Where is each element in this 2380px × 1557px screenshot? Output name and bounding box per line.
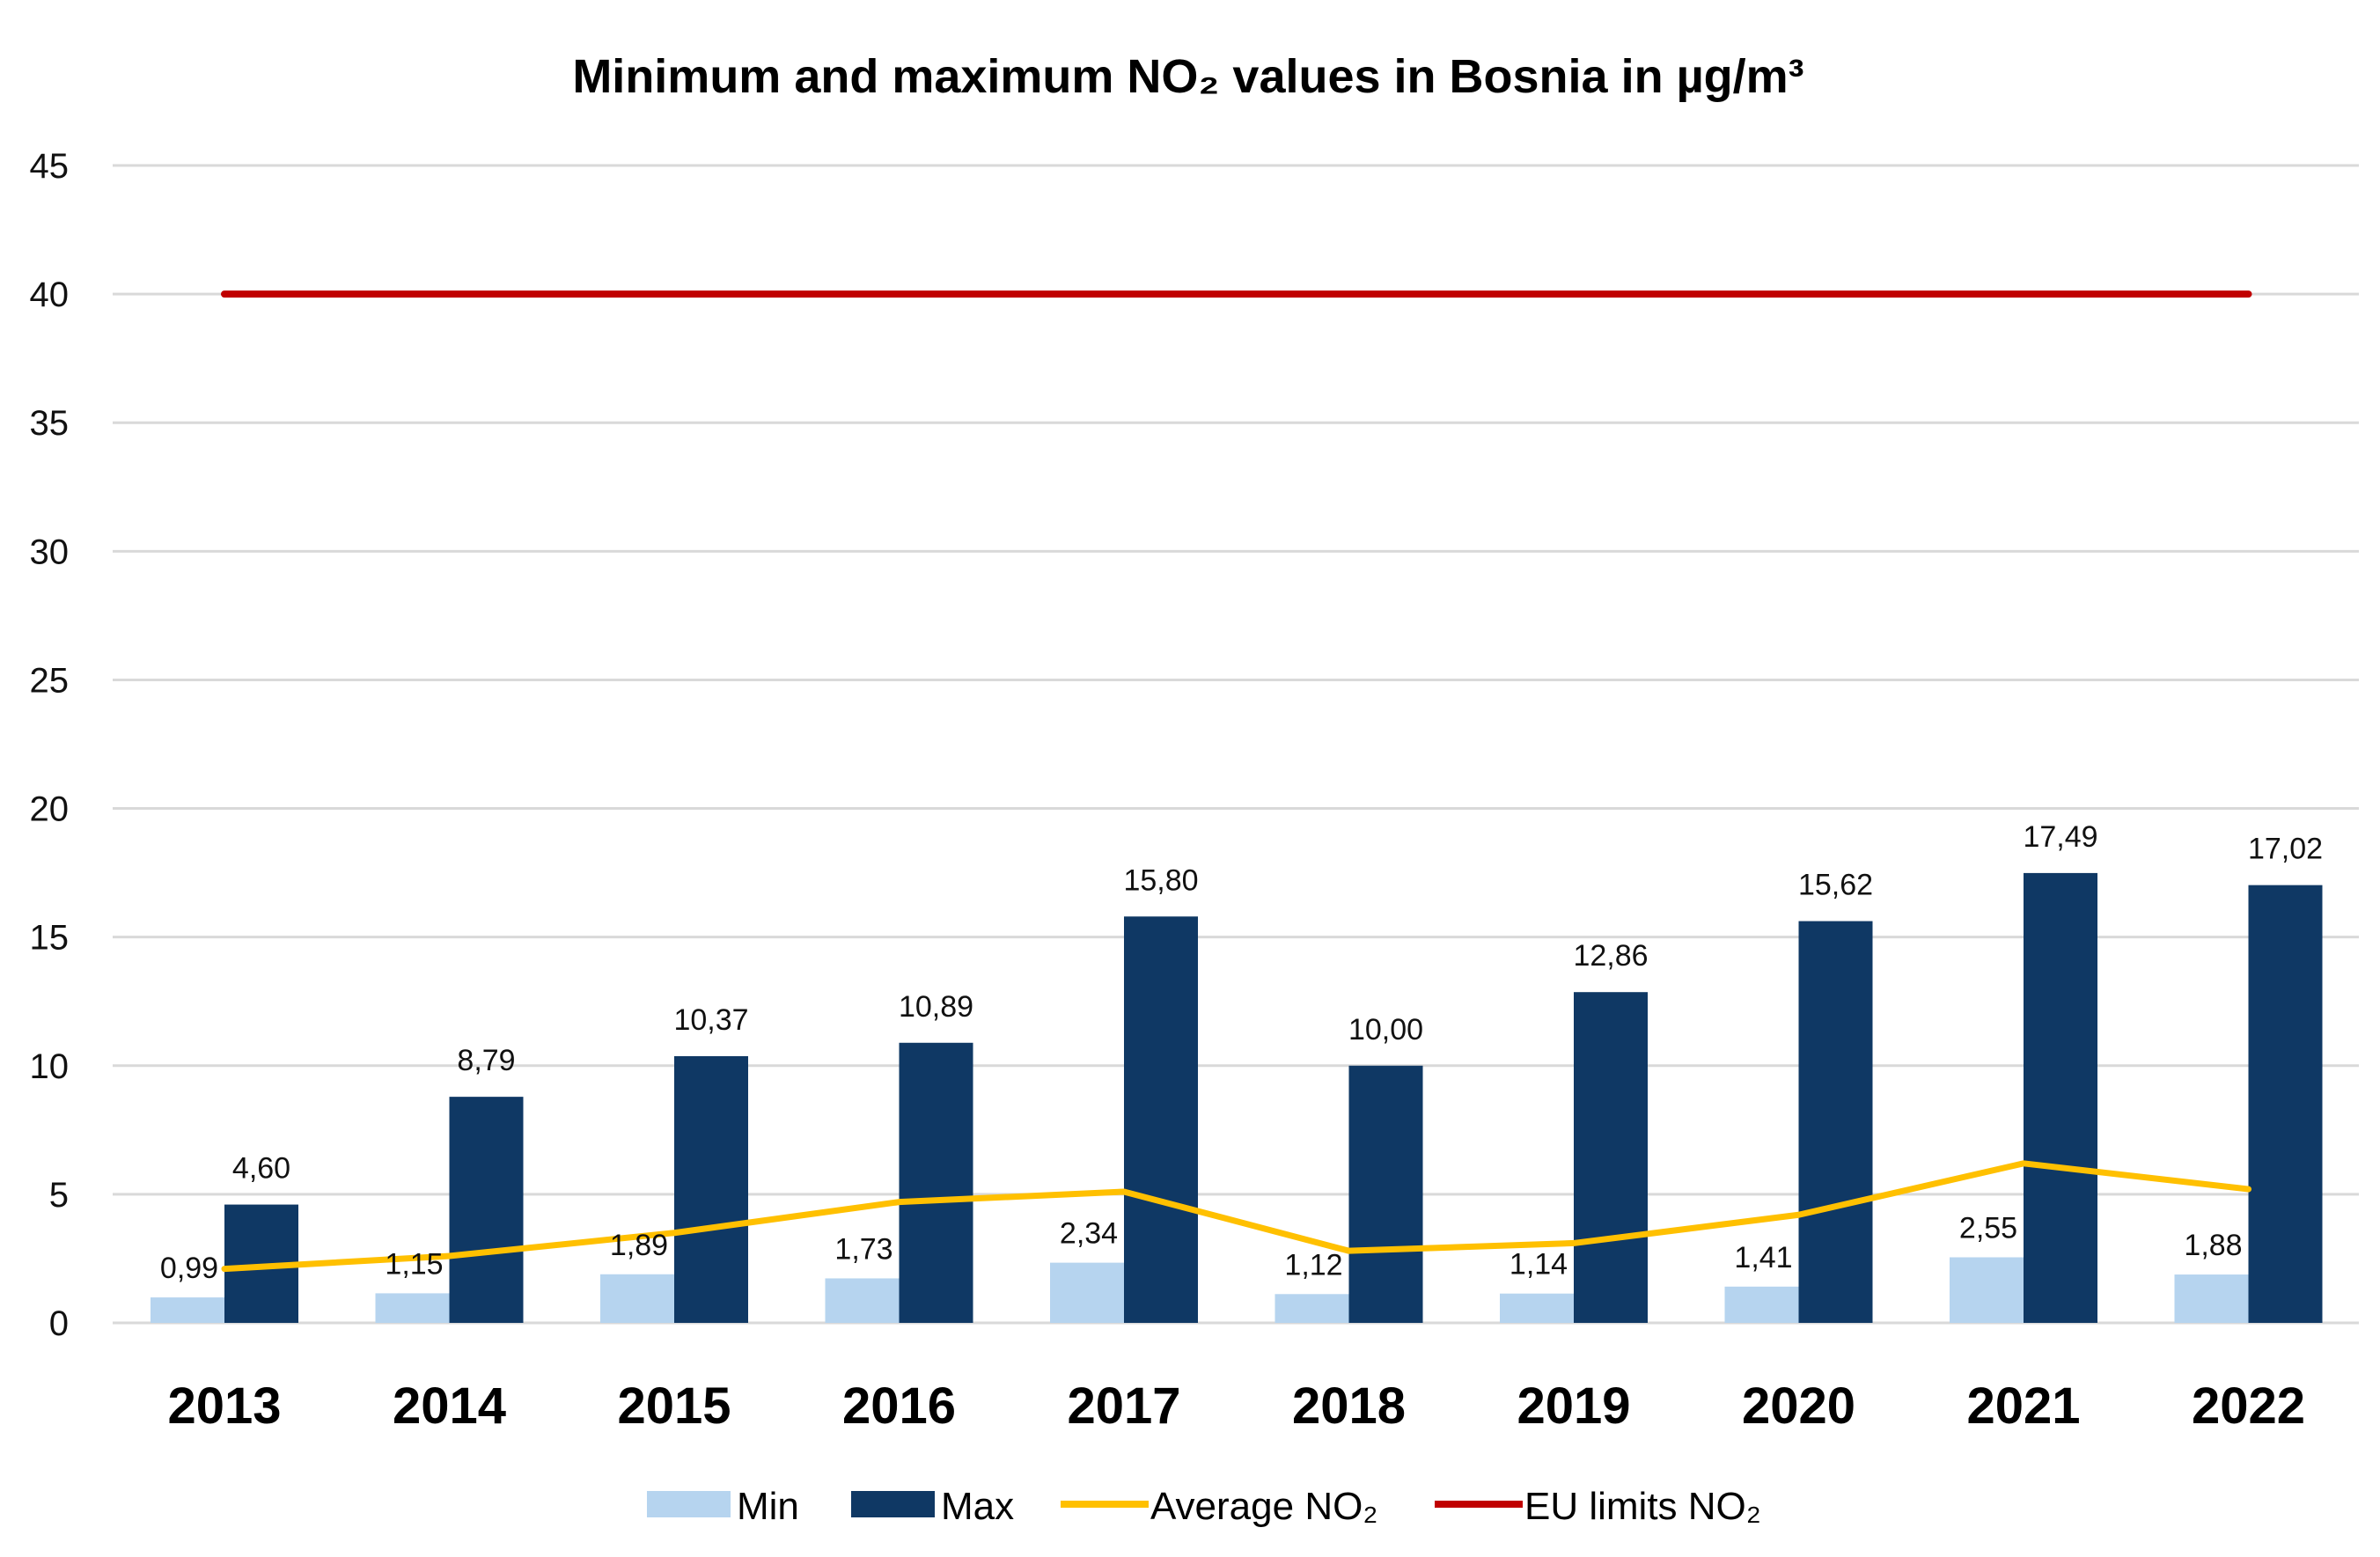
data-label-max: 8,79 [457,1044,515,1077]
x-axis-ticks: 2013 2014 2015 2016 2017 2018 2019 2020 2021 2022 [167,1377,2305,1435]
bar-min [375,1293,450,1323]
data-label-min: 1,14 [1510,1248,1568,1282]
bar-min [2174,1274,2249,1323]
bar-max [1574,992,1648,1323]
bar-max [899,1042,973,1323]
chart-title: Minimum and maximum NO₂ values in Bosnia… [572,50,1803,103]
x-tick-label: 2020 [1742,1377,1855,1435]
y-tick-label: 10 [30,1047,70,1086]
x-tick-label: 2019 [1517,1377,1630,1435]
x-tick-label: 2014 [393,1377,506,1435]
data-label-min: 1,88 [2184,1229,2242,1262]
data-label-max: 4,60 [232,1152,290,1186]
legend-swatch [647,1491,731,1517]
bar-max [2024,872,2097,1323]
bar-max [1798,921,1873,1323]
bar-min [1950,1257,2024,1323]
bar-max [449,1097,524,1323]
data-label-min: 1,89 [610,1229,668,1262]
data-label-max: 10,37 [673,1003,748,1037]
legend-swatch [851,1491,935,1517]
x-tick-label: 2013 [167,1377,281,1435]
lines [221,290,2252,1273]
data-label-max: 15,62 [1798,869,1873,902]
data-label-min: 1,15 [385,1247,443,1281]
x-tick-label: 2022 [2192,1377,2305,1435]
data-label-min: 1,73 [834,1232,892,1266]
legend: Min Max Average NO₂ EU limits NO₂ [647,1485,1761,1528]
legend-label: Average NO₂ [1150,1485,1377,1528]
y-tick-label: 20 [30,790,70,829]
line-average [221,1160,2251,1273]
bar-max [674,1055,748,1323]
data-label-min: 2,55 [1959,1211,2017,1245]
x-tick-label: 2017 [1067,1377,1180,1435]
data-label-min: 0,99 [160,1252,218,1285]
data-label-max: 12,86 [1573,939,1648,973]
data-label-min: 2,34 [1060,1217,1118,1251]
data-label-max: 10,00 [1348,1013,1423,1047]
bar-max [1124,916,1198,1323]
data-label-max: 15,80 [1123,863,1198,897]
data-label-max: 17,02 [2248,833,2323,866]
bar-min [1274,1294,1349,1323]
data-label-max: 10,89 [899,990,973,1024]
legend-label: Min [737,1485,799,1528]
y-tick-label: 25 [30,661,70,700]
bar-min [825,1278,900,1323]
legend-label: Max [941,1485,1014,1528]
bar-min [1500,1293,1574,1323]
bars [151,872,2323,1323]
data-label-max: 17,49 [2023,820,2097,854]
bar-min [151,1297,224,1323]
x-tick-label: 2021 [1966,1377,2080,1435]
bar-min [600,1274,674,1323]
y-tick-label: 30 [30,532,70,571]
y-tick-label: 15 [30,919,70,958]
legend-label: EU limits NO₂ [1524,1485,1761,1528]
y-tick-label: 35 [30,404,70,443]
x-tick-label: 2016 [842,1377,956,1435]
y-tick-label: 0 [49,1304,69,1343]
bar-max [1348,1065,1423,1323]
bar-max [2248,885,2323,1323]
bar-min [1724,1286,1799,1323]
data-label-min: 1,12 [1284,1248,1342,1282]
y-tick-label: 40 [30,275,70,314]
bar-min [1050,1262,1124,1323]
y-axis-ticks: 0 5 10 15 20 25 30 35 40 45 [30,147,70,1343]
y-tick-label: 5 [49,1176,69,1215]
data-label-min: 1,41 [1734,1241,1792,1274]
data-labels: 0,99 4,60 1,15 8,79 1,89 10,37 1,73 10,89 2,34 15… [160,820,2323,1285]
x-tick-label: 2015 [617,1377,731,1435]
x-tick-label: 2018 [1292,1377,1406,1435]
y-tick-label: 45 [30,147,70,186]
